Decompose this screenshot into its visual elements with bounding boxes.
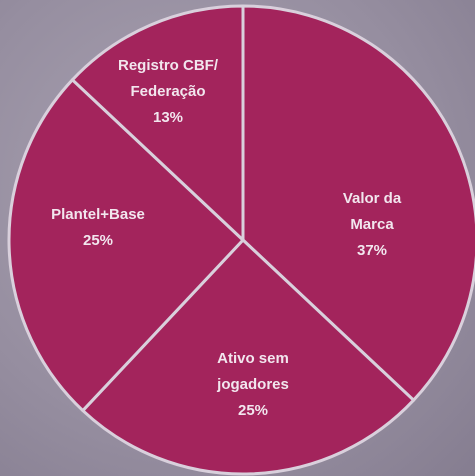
slice-label: Valor da Marca 37% xyxy=(321,186,424,264)
pie-slice xyxy=(241,4,475,402)
value-label: 37% xyxy=(356,242,388,259)
category-name: Registro CBF/ Federação xyxy=(117,57,218,100)
category-name: Ativo sem jogadores xyxy=(217,350,289,393)
pie-slice xyxy=(70,4,245,242)
value-label: 25% xyxy=(82,232,114,249)
value-label: 13% xyxy=(152,109,184,126)
value-label: 25% xyxy=(237,402,269,419)
slice-label: Ativo sem jogadores 25% xyxy=(198,346,308,424)
pie-slice xyxy=(7,78,245,413)
category-name: Valor da Marca xyxy=(342,190,402,233)
pie-slice xyxy=(81,238,416,476)
category-name: Plantel+Base xyxy=(51,206,145,223)
slice-label: Registro CBF/ Federação 13% xyxy=(103,53,233,131)
slice-label: Plantel+Base 25% xyxy=(51,202,145,254)
